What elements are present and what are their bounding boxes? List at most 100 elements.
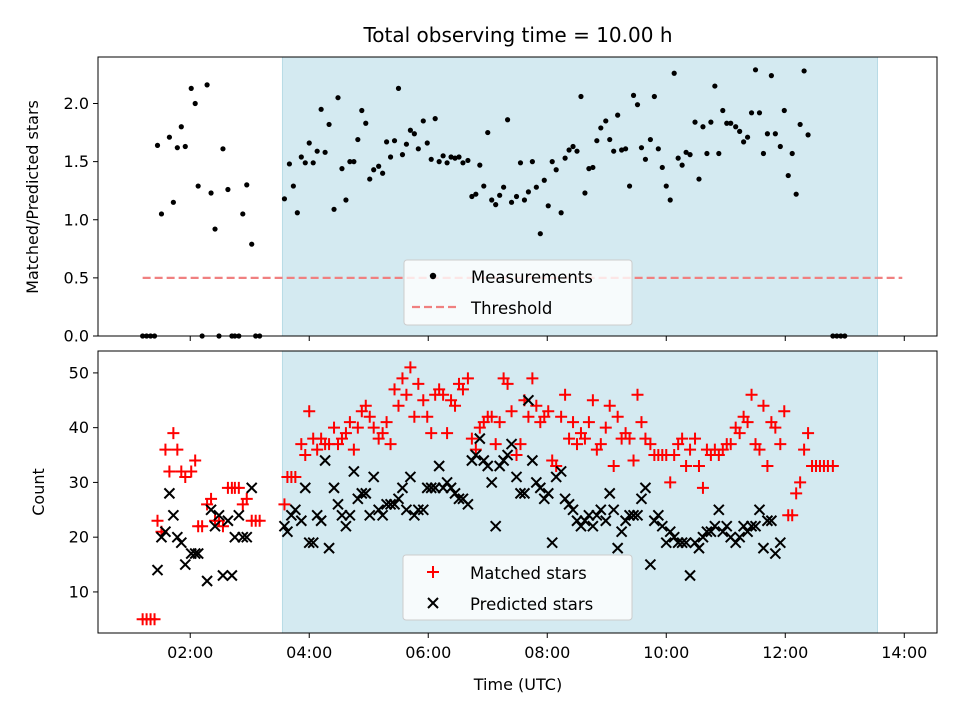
matched-star-point bbox=[469, 443, 482, 456]
matched-star-point bbox=[559, 388, 572, 401]
bottom-y-axis-label: Count bbox=[29, 468, 48, 516]
measurement-point bbox=[387, 154, 394, 160]
predicted-star-point bbox=[555, 465, 567, 478]
top-y-tick-label: 2.0 bbox=[64, 94, 89, 113]
measurement-point bbox=[741, 139, 747, 145]
measurement-point bbox=[619, 147, 625, 153]
measurement-point bbox=[647, 136, 653, 143]
matched-star-point bbox=[425, 427, 438, 440]
predicted-star-point bbox=[510, 471, 523, 483]
predicted-star-point bbox=[392, 493, 405, 505]
measurement-point bbox=[497, 192, 503, 198]
measurement-point bbox=[558, 210, 564, 216]
measurement-point bbox=[298, 154, 304, 160]
bottom-x-tick-label: 12:00 bbox=[762, 643, 808, 662]
measurement-point bbox=[343, 197, 349, 203]
measurement-point bbox=[570, 143, 576, 150]
predicted-star-point bbox=[217, 569, 229, 582]
predicted-star-point bbox=[680, 536, 692, 549]
predicted-star-point bbox=[163, 487, 176, 500]
measurement-point bbox=[154, 142, 161, 148]
predicted-star-point bbox=[648, 515, 661, 527]
measurement-point bbox=[679, 162, 685, 168]
bottom-x-axis-label: Time (UTC) bbox=[473, 675, 562, 694]
measurement-point bbox=[760, 150, 767, 157]
matched-star-point bbox=[196, 520, 209, 533]
predicted-star-point bbox=[652, 509, 665, 521]
measurement-point bbox=[728, 120, 734, 126]
predicted-star-point bbox=[364, 509, 376, 521]
measurement-point bbox=[290, 183, 296, 189]
measurement-point bbox=[708, 119, 714, 125]
chart-title: Total observing time = 10.00 h bbox=[362, 23, 672, 47]
matched-star-point bbox=[680, 459, 693, 472]
measurement-point bbox=[797, 121, 803, 128]
measurement-point bbox=[281, 196, 288, 202]
predicted-star-point bbox=[175, 536, 188, 549]
measurement-point bbox=[764, 131, 771, 137]
measurement-point bbox=[347, 159, 353, 165]
measurement-point bbox=[485, 129, 491, 136]
top-y-tick-label: 0.5 bbox=[64, 268, 89, 287]
matched-star-point bbox=[802, 427, 815, 440]
measurement-point bbox=[322, 149, 328, 155]
measurement-point bbox=[642, 156, 649, 162]
measurement-points bbox=[140, 67, 848, 339]
measurement-point bbox=[704, 150, 710, 157]
measurement-point bbox=[785, 172, 791, 179]
top-legend: Measurements Threshold bbox=[403, 259, 633, 326]
measurement-point bbox=[508, 199, 515, 205]
predicted-star-point bbox=[607, 504, 620, 516]
measurement-point bbox=[432, 116, 438, 122]
matched-star-point bbox=[631, 388, 644, 401]
matched-star-point bbox=[351, 421, 364, 434]
measurement-point bbox=[380, 170, 386, 176]
predicted-star-point bbox=[155, 531, 168, 543]
matched-star-point bbox=[826, 459, 839, 472]
measurement-point bbox=[355, 136, 361, 143]
matched-star-point bbox=[684, 443, 697, 456]
measurement-point bbox=[793, 191, 799, 197]
predicted-star-point bbox=[542, 487, 554, 500]
matched-star-point bbox=[185, 465, 198, 478]
measurement-point bbox=[696, 176, 702, 182]
predicted-stars-points bbox=[151, 394, 787, 587]
measurement-point bbox=[622, 146, 629, 152]
predicted-star-point bbox=[600, 515, 612, 527]
measurement-point bbox=[383, 139, 390, 145]
matched-star-point bbox=[441, 427, 454, 440]
measurement-point bbox=[489, 197, 495, 203]
measurement-point bbox=[752, 67, 759, 73]
matched-star-point bbox=[437, 388, 450, 401]
top-y-tick-label: 1.5 bbox=[64, 152, 89, 171]
measurement-point bbox=[395, 85, 402, 91]
measurement-point bbox=[651, 93, 657, 100]
measurement-point bbox=[326, 121, 332, 128]
matched-star-point bbox=[627, 454, 640, 467]
predicted-star-point bbox=[587, 520, 599, 532]
measurement-point bbox=[537, 231, 543, 237]
legend-measurements-marker bbox=[429, 272, 437, 280]
predicted-star-point bbox=[281, 525, 294, 538]
predicted-star-point bbox=[757, 542, 770, 554]
bottom-legend-box bbox=[402, 554, 633, 621]
measurement-point bbox=[306, 140, 312, 146]
measurement-point bbox=[314, 148, 320, 154]
measurement-point bbox=[525, 189, 532, 195]
matched-star-point bbox=[412, 377, 425, 390]
matched-star-point bbox=[676, 432, 689, 445]
predicted-star-point bbox=[579, 515, 591, 527]
measurement-point bbox=[391, 138, 398, 144]
measurement-point bbox=[166, 134, 173, 140]
predicted-star-point bbox=[367, 471, 380, 483]
measurement-point bbox=[294, 210, 300, 216]
matched-star-point bbox=[151, 514, 164, 527]
predicted-star-point bbox=[546, 536, 558, 549]
matched-star-point bbox=[396, 372, 409, 385]
measurement-point bbox=[469, 193, 475, 200]
top-axes-frame bbox=[97, 56, 938, 337]
measurement-point bbox=[671, 70, 677, 76]
predicted-star-point bbox=[412, 504, 425, 516]
measurement-point bbox=[634, 102, 641, 108]
measurement-point bbox=[574, 148, 580, 154]
